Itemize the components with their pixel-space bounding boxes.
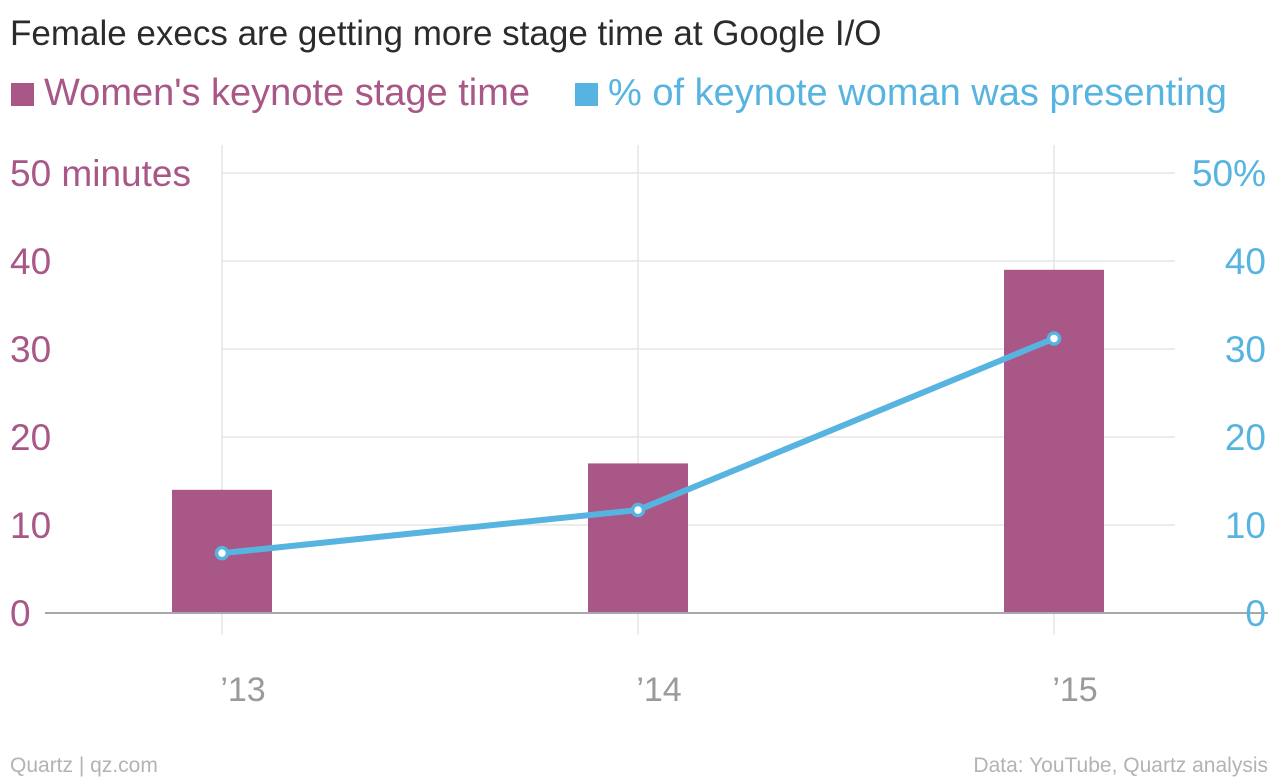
x-tick-label: ’13 bbox=[220, 671, 265, 709]
legend-swatch-line bbox=[575, 83, 598, 106]
bar bbox=[1004, 269, 1104, 613]
y-left-tick-label: 50 minutes bbox=[10, 153, 191, 194]
line-point bbox=[630, 502, 646, 518]
line-point bbox=[1046, 331, 1062, 346]
footer-source-right: Data: YouTube, Quartz analysis bbox=[973, 754, 1268, 777]
y-left-tick-label: 40 bbox=[10, 241, 51, 282]
line-series bbox=[214, 331, 1062, 561]
y-axis-left: 0 10 20 30 40 50 minutes bbox=[10, 153, 191, 634]
y-left-tick-label: 20 bbox=[10, 417, 51, 458]
legend-label-bar: Women's keynote stage time bbox=[44, 72, 530, 114]
y-right-tick-label: 0 bbox=[1245, 593, 1266, 634]
y-right-tick-label: 30 bbox=[1225, 329, 1266, 370]
legend-swatch-bar bbox=[11, 83, 34, 106]
x-axis: ’13 ’14 ’15 bbox=[220, 671, 1097, 709]
bar-series bbox=[172, 269, 1104, 613]
line-point bbox=[214, 545, 230, 561]
y-left-tick-label: 30 bbox=[10, 329, 51, 370]
bar bbox=[588, 463, 688, 613]
y-right-tick-label: 40 bbox=[1225, 241, 1266, 282]
footer-source-left: Quartz | qz.com bbox=[10, 754, 158, 777]
y-right-tick-label: 10 bbox=[1225, 505, 1266, 546]
chart-title: Female execs are getting more stage time… bbox=[10, 14, 882, 53]
legend-label-line: % of keynote woman was presenting bbox=[608, 72, 1227, 114]
legend: Women's keynote stage time % of keynote … bbox=[11, 72, 1227, 114]
y-left-tick-label: 0 bbox=[10, 593, 31, 634]
x-tick-label: ’14 bbox=[636, 671, 681, 709]
x-tick-label: ’15 bbox=[1052, 671, 1097, 709]
y-right-tick-label: 50% bbox=[1192, 153, 1266, 194]
y-left-tick-label: 10 bbox=[10, 505, 51, 546]
y-right-tick-label: 20 bbox=[1225, 417, 1266, 458]
y-axis-right: 0 10 20 30 40 50% bbox=[1192, 153, 1266, 634]
